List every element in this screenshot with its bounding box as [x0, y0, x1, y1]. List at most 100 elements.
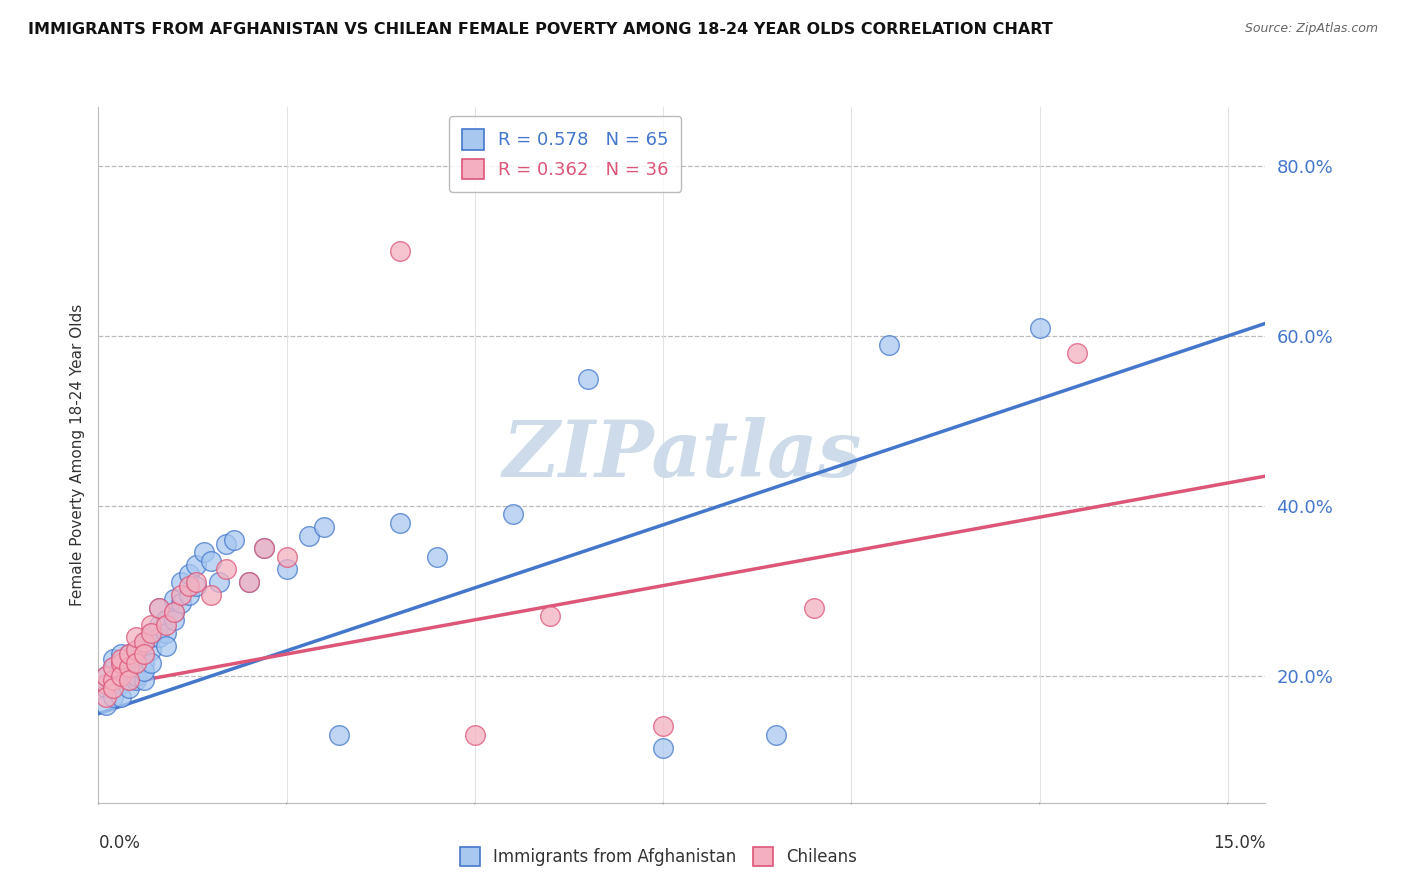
Point	[155, 626, 177, 640]
Point	[132, 656, 155, 670]
Point	[177, 566, 200, 581]
Point	[765, 728, 787, 742]
Point	[125, 643, 148, 657]
Point	[163, 605, 186, 619]
Point	[222, 533, 245, 547]
Point	[103, 660, 125, 674]
Point	[186, 558, 208, 573]
Point	[314, 520, 336, 534]
Point	[125, 651, 148, 665]
Point	[110, 668, 132, 682]
Point	[803, 600, 825, 615]
Point	[139, 626, 162, 640]
Text: ZIPatlas: ZIPatlas	[502, 417, 862, 493]
Point	[215, 537, 238, 551]
Point	[538, 609, 561, 624]
Point	[1066, 346, 1088, 360]
Point	[253, 541, 276, 556]
Point	[877, 337, 900, 351]
Point	[103, 673, 125, 687]
Point	[148, 600, 170, 615]
Point	[132, 648, 155, 662]
Point	[125, 673, 148, 687]
Point	[276, 549, 298, 564]
Point	[125, 643, 148, 657]
Point	[103, 651, 125, 665]
Point	[328, 728, 350, 742]
Point	[110, 668, 132, 682]
Point	[652, 740, 675, 755]
Point	[125, 660, 148, 674]
Point	[117, 673, 139, 687]
Text: IMMIGRANTS FROM AFGHANISTAN VS CHILEAN FEMALE POVERTY AMONG 18-24 YEAR OLDS CORR: IMMIGRANTS FROM AFGHANISTAN VS CHILEAN F…	[28, 22, 1053, 37]
Point	[177, 579, 200, 593]
Point	[103, 690, 125, 704]
Point	[388, 516, 411, 530]
Text: 15.0%: 15.0%	[1213, 834, 1265, 852]
Point	[117, 665, 139, 679]
Point	[110, 690, 132, 704]
Point	[177, 588, 200, 602]
Point	[186, 575, 208, 590]
Point	[576, 371, 599, 385]
Point	[148, 617, 170, 632]
Point	[110, 648, 132, 662]
Point	[464, 728, 486, 742]
Point	[117, 648, 139, 662]
Point	[117, 660, 139, 674]
Point	[155, 639, 177, 653]
Point	[139, 643, 162, 657]
Point	[208, 575, 231, 590]
Text: Source: ZipAtlas.com: Source: ZipAtlas.com	[1244, 22, 1378, 36]
Point	[193, 545, 215, 559]
Point	[94, 681, 117, 696]
Point	[215, 562, 238, 576]
Y-axis label: Female Poverty Among 18-24 Year Olds: Female Poverty Among 18-24 Year Olds	[69, 304, 84, 606]
Point	[253, 541, 276, 556]
Point	[276, 562, 298, 576]
Point	[148, 600, 170, 615]
Point	[200, 588, 222, 602]
Point	[163, 605, 186, 619]
Point	[139, 617, 162, 632]
Point	[1028, 320, 1050, 334]
Point	[110, 656, 132, 670]
Point	[163, 613, 186, 627]
Point	[132, 673, 155, 687]
Point	[103, 660, 125, 674]
Point	[132, 648, 155, 662]
Point	[117, 656, 139, 670]
Point	[132, 634, 155, 648]
Point	[110, 656, 132, 670]
Point	[125, 631, 148, 645]
Point	[155, 617, 177, 632]
Point	[139, 626, 162, 640]
Point	[200, 554, 222, 568]
Point	[139, 656, 162, 670]
Point	[103, 673, 125, 687]
Point	[388, 244, 411, 259]
Point	[502, 508, 524, 522]
Point	[170, 575, 193, 590]
Point	[163, 592, 186, 607]
Point	[426, 549, 449, 564]
Point	[132, 634, 155, 648]
Point	[238, 575, 260, 590]
Text: 0.0%: 0.0%	[98, 834, 141, 852]
Point	[238, 575, 260, 590]
Point	[94, 668, 117, 682]
Point	[110, 651, 132, 665]
Point	[110, 677, 132, 691]
Point	[94, 698, 117, 713]
Point	[148, 631, 170, 645]
Point	[94, 677, 117, 691]
Point	[139, 631, 162, 645]
Point	[103, 681, 125, 696]
Point	[132, 665, 155, 679]
Point	[652, 719, 675, 733]
Point	[155, 613, 177, 627]
Point	[94, 690, 117, 704]
Point	[298, 528, 321, 542]
Point	[170, 588, 193, 602]
Point	[94, 668, 117, 682]
